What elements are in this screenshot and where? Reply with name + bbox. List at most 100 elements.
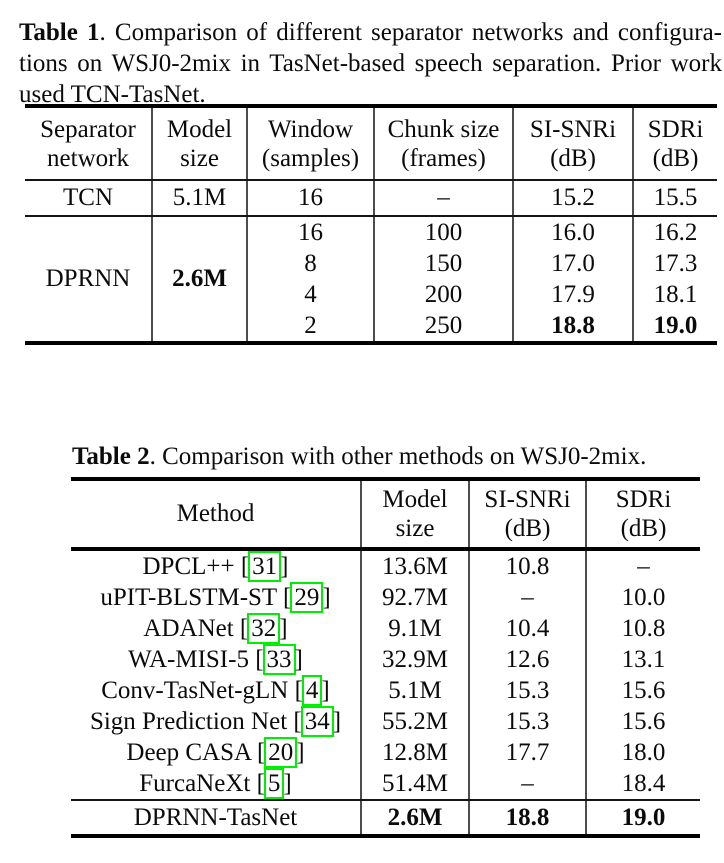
cell-method: FurcaNeXt [5] bbox=[71, 767, 362, 801]
cell-method: uPIT-BLSTM-ST [29] bbox=[71, 581, 362, 613]
cell-sdri: 18.1 bbox=[653, 280, 698, 308]
cell-si-snri: 15.2 bbox=[513, 180, 634, 217]
citation-link-34[interactable]: 34 bbox=[300, 705, 334, 737]
cell-sdri: 18.4 bbox=[586, 768, 700, 801]
cell-method: DPCL++ [31] bbox=[71, 549, 362, 582]
cell-si-snri: 17.9 bbox=[513, 279, 634, 310]
table1-header-row: Separator network Model size Window (sam… bbox=[25, 106, 717, 181]
cell-chunk-size: 150 bbox=[374, 248, 514, 279]
dprnn-row-1: DPRNN 2.6M 16 100 16.0 16.2 bbox=[25, 216, 717, 343]
dprnn-row-2: 8 150 17.0 17.3 bbox=[25, 248, 717, 279]
cell-si-snri: 15.3 bbox=[469, 675, 587, 706]
cell-si-snri: 15.3 bbox=[469, 706, 587, 737]
cell-model-size: 51.4M bbox=[361, 768, 470, 801]
table2-method-comparison: Method Model size SI-SNRi (dB) SDRi (dB)… bbox=[71, 477, 700, 838]
col-header-si-snri: SI-SNRi (dB) bbox=[469, 479, 587, 551]
table1-caption-label: Table 1 bbox=[19, 19, 100, 46]
cell-model-size: 2.6M bbox=[361, 800, 470, 836]
col-header-sdri: SDRi (dB) bbox=[633, 106, 717, 181]
cell-model-size: 92.7M bbox=[361, 582, 470, 613]
cell-network: DPRNN bbox=[25, 216, 153, 343]
cell-si-snri: 17.7 bbox=[469, 737, 587, 768]
citation-link-33[interactable]: 33 bbox=[262, 643, 296, 675]
cell-model-size: 2.6M bbox=[152, 216, 248, 343]
method-row-furcanext: FurcaNeXt [5] 51.4M – 18.4 bbox=[71, 767, 700, 801]
cell-window: 8 bbox=[247, 248, 375, 279]
table2-caption: Table 2. Comparison with other methods o… bbox=[72, 441, 712, 472]
cell-si-snri: 17.0 bbox=[513, 248, 634, 279]
cell-model-size: 13.6M bbox=[361, 549, 470, 582]
cell-chunk-size: 200 bbox=[374, 279, 514, 310]
cell-method: Conv-TasNet-gLN [4] bbox=[71, 674, 362, 706]
table1-caption-text: . Comparison of different separator netw… bbox=[99, 19, 723, 46]
cell-model-size: 5.1M bbox=[361, 675, 470, 706]
cell-method: ADANet [32] bbox=[71, 612, 362, 644]
col-header-window-samples: Window (samples) bbox=[247, 106, 375, 181]
cell-sdri: – bbox=[637, 552, 650, 580]
caption-line: Table 1. Comparison of different separat… bbox=[19, 17, 722, 48]
cell-model-size: 9.1M bbox=[361, 613, 470, 644]
citation-link-31[interactable]: 31 bbox=[248, 550, 282, 582]
citation-link-5[interactable]: 5 bbox=[263, 767, 285, 799]
method-row-upit: uPIT-BLSTM-ST [29] 92.7M – 10.0 bbox=[71, 581, 700, 613]
col-header-si-snri: SI-SNRi (dB) bbox=[513, 106, 634, 181]
cell-sdri: 15.5 bbox=[633, 180, 717, 217]
col-header-model-size: Model size bbox=[361, 479, 470, 551]
citation-link-32[interactable]: 32 bbox=[247, 612, 281, 644]
cell-si-snri: – bbox=[469, 582, 587, 613]
dprnn-row-3: 4 200 17.9 18.1 bbox=[25, 279, 717, 310]
cell-network: TCN bbox=[25, 180, 153, 217]
cell-chunk-size: 100 bbox=[374, 216, 514, 248]
cell-sdri: 10.8 bbox=[621, 614, 666, 642]
cell-chunk-size: 250 bbox=[374, 310, 514, 343]
col-header-separator-network: Separator network bbox=[25, 106, 153, 181]
cell-model-size: 32.9M bbox=[361, 644, 470, 675]
col-header-model-size: Model size bbox=[152, 106, 248, 181]
cell-sdri: 17.3 bbox=[653, 249, 698, 277]
cell-sdri: 15.6 bbox=[621, 676, 666, 704]
method-row-convtasnet: Conv-TasNet-gLN [4] 5.1M 15.3 15.6 bbox=[71, 674, 700, 706]
table2-caption-text: . Comparison with other methods on WSJ0-… bbox=[149, 443, 647, 470]
citation-link-29[interactable]: 29 bbox=[290, 581, 324, 613]
method-row-deepcasa: Deep CASA [20] 12.8M 17.7 18.0 bbox=[71, 736, 700, 768]
method-row-signprediction: Sign Prediction Net [34] 55.2M 15.3 15.6 bbox=[71, 705, 700, 737]
cell-si-snri: 12.6 bbox=[469, 644, 587, 675]
cell-sdri: 19.0 bbox=[621, 803, 666, 831]
cell-window: 4 bbox=[247, 279, 375, 310]
cell-method: DPRNN-TasNet bbox=[71, 800, 362, 836]
cell-window: 16 bbox=[247, 180, 375, 217]
method-row-dpcl: DPCL++ [31] 13.6M 10.8 – bbox=[71, 549, 700, 582]
tcn-row: TCN 5.1M 16 – 15.2 15.5 bbox=[25, 180, 717, 217]
citation-link-4[interactable]: 4 bbox=[301, 674, 323, 706]
cell-chunk-size: – bbox=[374, 180, 514, 217]
col-header-sdri: SDRi (dB) bbox=[586, 479, 700, 551]
cell-si-snri: 10.4 bbox=[469, 613, 587, 644]
table1-caption: Table 1. Comparison of different separat… bbox=[19, 17, 722, 110]
cell-sdri: 19.0 bbox=[653, 311, 698, 339]
cell-model-size: 12.8M bbox=[361, 737, 470, 768]
citation-link-20[interactable]: 20 bbox=[264, 736, 298, 768]
method-row-wamisi: WA-MISI-5 [33] 32.9M 12.6 13.1 bbox=[71, 643, 700, 675]
cell-sdri: 18.0 bbox=[621, 738, 666, 766]
caption-line: tions on WSJ0-2mix in TasNet-based speec… bbox=[19, 50, 722, 77]
cell-si-snri: 16.0 bbox=[513, 216, 634, 248]
col-header-method: Method bbox=[71, 479, 362, 551]
cell-method: Sign Prediction Net [34] bbox=[71, 705, 362, 737]
caption-line: used TCN-TasNet. bbox=[19, 81, 206, 108]
cell-method: Deep CASA [20] bbox=[71, 736, 362, 768]
table1-separator-comparison: Separator network Model size Window (sam… bbox=[25, 104, 717, 345]
table2-caption-label: Table 2 bbox=[72, 443, 150, 470]
dprnn-row-4: 2 250 18.8 19.0 bbox=[25, 310, 717, 343]
cell-window: 16 bbox=[247, 216, 375, 248]
table2-header-row: Method Model size SI-SNRi (dB) SDRi (dB) bbox=[71, 479, 700, 551]
cell-sdri: 16.2 bbox=[653, 218, 698, 246]
cell-method: WA-MISI-5 [33] bbox=[71, 643, 362, 675]
cell-si-snri: – bbox=[469, 768, 587, 801]
cell-sdri: 15.6 bbox=[621, 707, 666, 735]
cell-si-snri: 18.8 bbox=[513, 310, 634, 343]
cell-model-size: 5.1M bbox=[152, 180, 248, 217]
method-row-adanet: ADANet [32] 9.1M 10.4 10.8 bbox=[71, 612, 700, 644]
cell-sdri: 10.0 bbox=[621, 583, 666, 611]
cell-si-snri: 10.8 bbox=[469, 549, 587, 582]
